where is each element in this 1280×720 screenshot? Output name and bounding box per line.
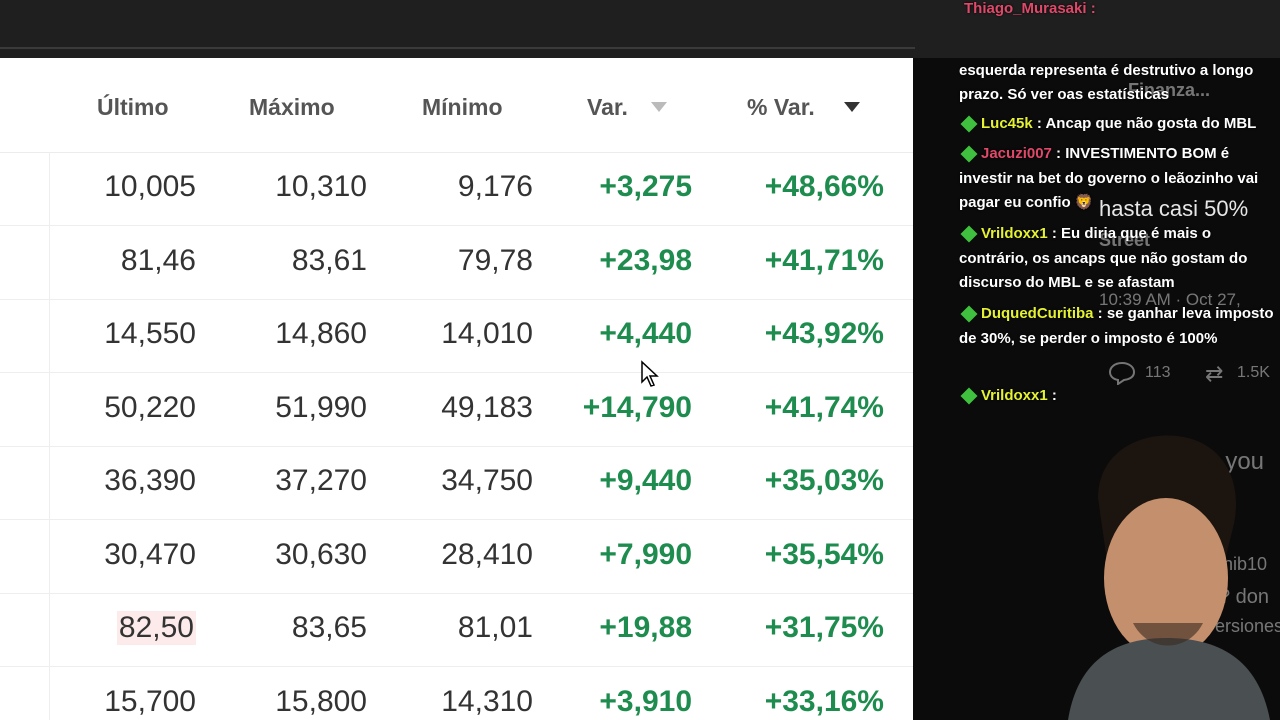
cell-minimo: 79,78 — [457, 243, 533, 277]
col-header-pct-var[interactable]: % Var. — [747, 94, 815, 120]
cell-maximo: 83,61 — [291, 243, 367, 277]
cell-pct: +35,54% — [764, 537, 884, 571]
bg-post-replies: 113 — [1145, 364, 1171, 381]
cell-pct: +48,66% — [764, 170, 884, 203]
table-row[interactable]: 36,390 37,270 34,750 +9,440 +35,03% — [0, 446, 913, 520]
sort-caret-icon[interactable] — [651, 102, 667, 112]
cell-minimo: 9,176 — [457, 170, 533, 203]
bg-post-partial2: hib10 — [1223, 554, 1268, 574]
cell-maximo: 51,990 — [275, 390, 367, 424]
cell-ultimo: 50,220 — [104, 390, 196, 424]
chat-top-user: Thiago_Murasaki : — [964, 0, 1096, 17]
chat-text: : se ganhar leva imposto de 30%, se perd… — [959, 305, 1274, 347]
chat-username[interactable]: Luc45k — [981, 115, 1033, 132]
col-header-ultimo[interactable]: Último — [97, 94, 169, 120]
chat-message: Vrildoxx1 : Eu diria que é mais o contrá… — [959, 222, 1279, 296]
cell-ultimo: 82,50 — [116, 611, 196, 645]
cell-var: +19,88 — [599, 611, 692, 644]
table-header: Último Máximo Mínimo Var. % Var. — [0, 58, 913, 153]
cell-pct: +33,16% — [764, 684, 884, 718]
bg-post-source: Finanza... — [1128, 80, 1211, 100]
cell-minimo: 49,183 — [441, 390, 533, 424]
col-header-minimo[interactable]: Mínimo — [422, 94, 503, 120]
cell-maximo: 15,800 — [275, 684, 367, 718]
cell-minimo: 28,410 — [441, 537, 533, 571]
cell-minimo: 14,010 — [441, 317, 533, 350]
browser-top-bar — [0, 0, 1280, 58]
retweet-icon[interactable]: ⇄ — [1205, 361, 1224, 386]
cell-ultimo: 14,550 — [104, 317, 196, 350]
bg-post-timestamp: 10:39 AM · Oct 27, — [1099, 290, 1241, 309]
table-row[interactable]: 30,470 30,630 28,410 +7,990 +35,54% — [0, 520, 913, 594]
chat-text: : — [1047, 387, 1057, 404]
chat-username[interactable]: Vrildoxx1 — [981, 387, 1048, 404]
cell-maximo: 83,65 — [291, 611, 367, 644]
top-bar-divider — [0, 47, 915, 49]
cell-pct: +43,92% — [764, 317, 884, 350]
table-row[interactable]: 81,46 83,61 79,78 +23,98 +41,71% — [0, 226, 913, 300]
chat-text: : Ancap que não gosta do MBL — [1032, 115, 1257, 132]
table-row[interactable]: 10,005 10,310 9,176 +3,275 +48,66% — [0, 152, 913, 226]
cell-ultimo: 81,46 — [120, 243, 196, 277]
cell-ultimo: 30,470 — [104, 537, 196, 571]
chat-message: Luc45k : Ancap que não gosta do MBL — [959, 112, 1279, 137]
cell-var: +7,990 — [599, 537, 692, 571]
chat-username[interactable]: DuquedCuritiba — [981, 305, 1094, 322]
cell-var: +14,790 — [582, 390, 692, 424]
cell-pct: +41,71% — [764, 243, 884, 277]
table-row[interactable]: 50,220 51,990 49,183 +14,790 +41,74% — [0, 373, 913, 447]
cell-maximo: 30,630 — [275, 537, 367, 571]
row-gutter-divider — [49, 152, 50, 720]
cell-var: +4,440 — [599, 317, 692, 350]
cell-minimo: 34,750 — [441, 464, 533, 497]
chat-message: Quiet_Biel93 : Incrível que TUDO o que a… — [959, 58, 1279, 108]
cell-maximo: 14,860 — [275, 317, 367, 350]
cell-var: +3,910 — [599, 684, 692, 718]
bg-post-partial4: ersiones — [1215, 616, 1280, 636]
streamer-webcam — [1068, 435, 1270, 720]
chat-username[interactable]: Jacuzi007 — [981, 145, 1052, 162]
sort-caret-active-icon[interactable] — [844, 102, 860, 112]
cell-minimo: 14,310 — [441, 684, 533, 718]
stock-table: Último Máximo Mínimo Var. % Var. 10,005 1… — [0, 58, 913, 720]
cell-pct: +41,74% — [764, 390, 884, 424]
cell-maximo: 37,270 — [275, 464, 367, 497]
bg-post-retweets: 1.5K — [1237, 364, 1270, 381]
cell-minimo: 81,01 — [457, 611, 533, 644]
col-header-maximo[interactable]: Máximo — [249, 94, 335, 120]
chat-username[interactable]: Vrildoxx1 — [981, 225, 1048, 242]
cell-var: +23,98 — [599, 243, 692, 277]
chat-message: DuquedCuritiba : se ganhar leva imposto … — [959, 302, 1279, 351]
chat-message: Vrildoxx1 : — [959, 384, 1279, 409]
table-row[interactable]: 14,550 14,860 14,010 +4,440 +43,92% — [0, 299, 913, 373]
cell-maximo: 10,310 — [275, 170, 367, 203]
reply-icon[interactable] — [1108, 361, 1136, 390]
chat-text: : Eu diria que é mais o contrário, os an… — [959, 225, 1248, 291]
cell-var: +3,275 — [599, 170, 692, 203]
table-row[interactable]: 82,50 83,65 81,01 +19,88 +31,75% — [0, 593, 913, 667]
table-row[interactable]: 15,700 15,800 14,310 +3,910 +33,16% — [0, 667, 913, 720]
chat-message: Jacuzi007 : INVESTIMENTO BOM é investir … — [959, 142, 1279, 216]
cell-pct: +31,75% — [764, 611, 884, 644]
cell-ultimo: 36,390 — [104, 464, 196, 497]
chat-text: : Incrível que TUDO o que a esquerda rep… — [959, 61, 1254, 104]
cell-ultimo: 15,700 — [104, 684, 196, 718]
bg-post-line2: Street — [1099, 230, 1151, 250]
cell-ultimo: 10,005 — [104, 170, 196, 203]
bg-post-line1: hasta casi 50% — [1099, 196, 1249, 221]
cell-var: +9,440 — [599, 464, 692, 497]
mouse-cursor-icon — [641, 360, 659, 387]
cell-pct: +35,03% — [764, 464, 884, 497]
chat-text: : INVESTIMENTO BOM é investir na bet do … — [959, 145, 1259, 211]
col-header-var[interactable]: Var. — [587, 94, 628, 120]
